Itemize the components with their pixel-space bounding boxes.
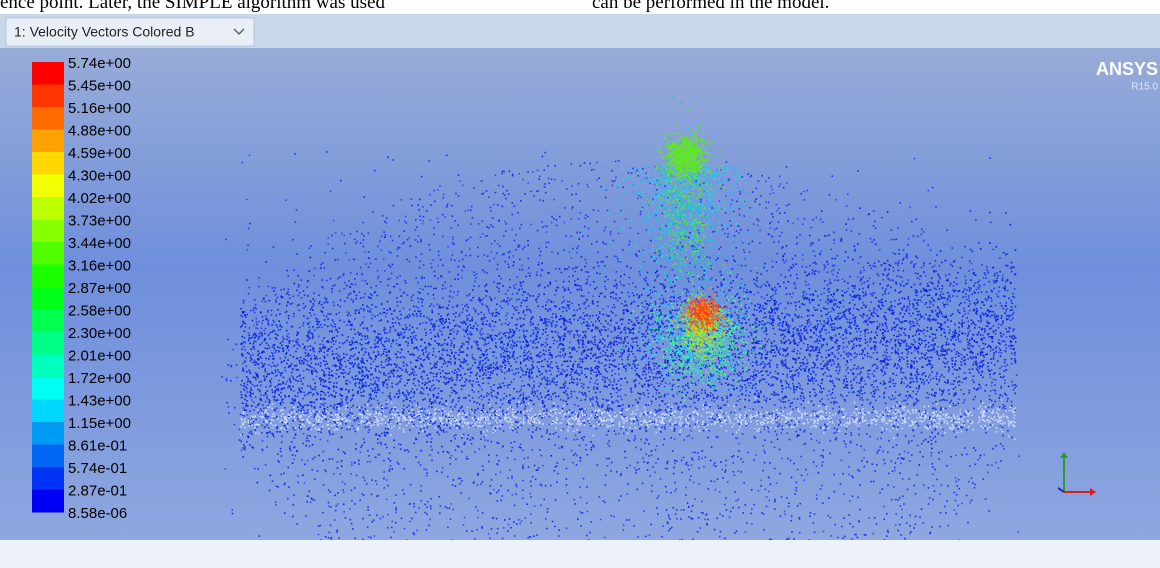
legend-swatch <box>32 175 64 198</box>
legend-swatch <box>32 197 64 220</box>
legend-swatch <box>32 287 64 310</box>
legend-label: 2.30e+00 <box>68 325 131 342</box>
legend-label: 8.61e-01 <box>68 438 127 455</box>
legend-label: 1.15e+00 <box>68 415 131 432</box>
logo-version: R15.0 <box>1131 82 1158 93</box>
legend-label: 8.58e-06 <box>68 505 127 522</box>
legend-swatch <box>32 310 64 333</box>
logo: ANSYS <box>1096 59 1158 79</box>
legend-swatch <box>32 422 64 445</box>
legend-label: 1.72e+00 <box>68 370 131 387</box>
page: ence point. Later, the SIMPLE algorithm … <box>0 0 1160 568</box>
legend-swatch <box>32 467 64 490</box>
legend-label: 5.45e+00 <box>68 78 131 95</box>
tab-title[interactable]: 1: Velocity Vectors Colored B <box>14 24 195 40</box>
legend-swatch <box>32 332 64 355</box>
legend-label: 1.43e+00 <box>68 393 131 410</box>
legend-label: 3.44e+00 <box>68 235 131 252</box>
legend-label: 5.74e+00 <box>68 55 131 72</box>
legend-label: 4.30e+00 <box>68 168 131 185</box>
legend-label: 2.87e-01 <box>68 483 127 500</box>
text-fragment: ence point. Later, the SIMPLE algorithm … <box>0 0 385 13</box>
legend-label: 3.16e+00 <box>68 258 131 275</box>
legend-label: 4.59e+00 <box>68 145 131 162</box>
legend-swatch <box>32 62 64 85</box>
legend-label: 2.58e+00 <box>68 303 131 320</box>
color-legend: 5.74e+00 5.45e+00 5.16e+00 4.88e+00 4.59e+00… <box>32 55 131 522</box>
status-strip <box>0 540 1160 568</box>
legend-swatch <box>32 85 64 108</box>
viewport <box>0 48 1160 540</box>
legend-label: 4.88e+00 <box>68 123 131 140</box>
legend-label: 3.73e+00 <box>68 213 131 230</box>
legend-swatch <box>32 107 64 130</box>
legend-swatch <box>32 242 64 265</box>
legend-swatch <box>32 220 64 243</box>
legend-swatch <box>32 490 64 513</box>
legend-label: 5.74e-01 <box>68 460 127 477</box>
legend-swatch <box>32 400 64 423</box>
legend-label: 5.16e+00 <box>68 100 131 117</box>
legend-label: 2.87e+00 <box>68 280 131 297</box>
legend-swatch <box>32 445 64 468</box>
text-fragment: can be performed in the model. <box>592 0 829 13</box>
legend-swatch <box>32 377 64 400</box>
legend-label: 2.01e+00 <box>68 348 131 365</box>
legend-swatch <box>32 130 64 153</box>
legend-swatch <box>32 355 64 378</box>
legend-swatch <box>32 265 64 288</box>
legend-swatch <box>32 152 64 175</box>
screenshot: ence point. Later, the SIMPLE algorithm … <box>0 0 1160 568</box>
legend-label: 4.02e+00 <box>68 190 131 207</box>
